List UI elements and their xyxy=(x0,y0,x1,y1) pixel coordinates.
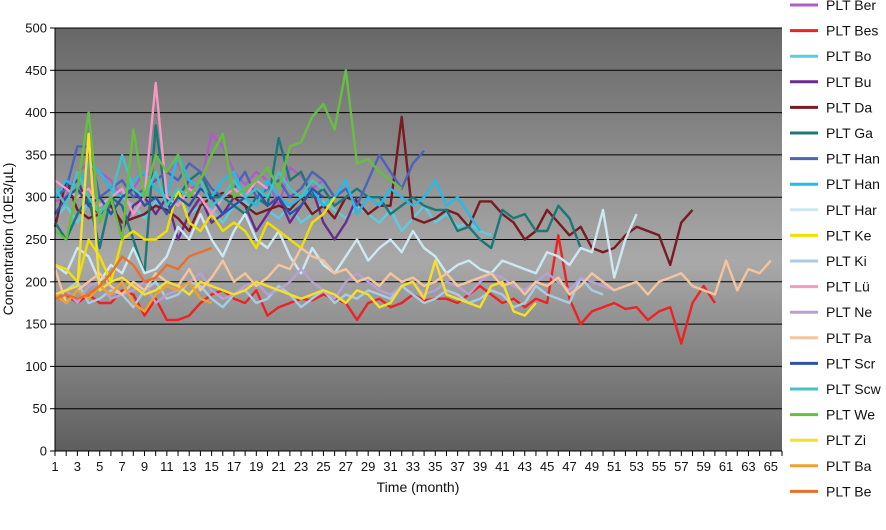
x-tick-label: 3 xyxy=(74,459,81,474)
series-line-1 xyxy=(54,234,716,345)
y-tick-label: 350 xyxy=(25,147,47,162)
legend-label-8: PLT Har xyxy=(826,202,877,218)
x-tick-label: 39 xyxy=(473,459,487,474)
x-tick-label: 55 xyxy=(652,459,666,474)
legend-label-9: PLT Ke xyxy=(826,227,872,243)
legend-label-11: PLT Lü xyxy=(826,279,870,295)
y-tick-label: 150 xyxy=(25,317,47,332)
series-line-16 xyxy=(54,69,403,241)
legend-label-1: PLT Bes xyxy=(826,23,878,39)
x-tick-label: 7 xyxy=(118,459,125,474)
x-tick-label: 51 xyxy=(607,459,621,474)
y-tick-label: 450 xyxy=(25,63,47,78)
x-tick-label: 1 xyxy=(51,459,58,474)
x-tick-label: 23 xyxy=(294,459,308,474)
x-tick-label: 63 xyxy=(741,459,755,474)
x-tick-label: 13 xyxy=(182,459,196,474)
y-tick-label: 400 xyxy=(25,105,47,120)
x-tick-label: 33 xyxy=(406,459,420,474)
series-line-14 xyxy=(53,187,325,216)
x-tick-label: 37 xyxy=(450,459,464,474)
x-tick-label: 53 xyxy=(629,459,643,474)
y-tick-label: 200 xyxy=(25,274,47,289)
legend: PLT Ber PLT Bes PLT Bo PLT Bu PLT Da PLT Ga PL… xyxy=(790,0,882,499)
legend-label-6: PLT Han xyxy=(826,151,880,167)
legend-label-12: PLT Ne xyxy=(826,304,872,320)
x-tick-label: 5 xyxy=(96,459,103,474)
legend-label-15: PLT Scw xyxy=(826,381,882,397)
series-line-17 xyxy=(54,132,537,317)
legend-label-19: PLT Be xyxy=(826,483,872,499)
series-line-18 xyxy=(54,280,213,313)
legend-label-14: PLT Scr xyxy=(826,355,876,371)
x-tick-label: 61 xyxy=(719,459,733,474)
x-tick-label: 49 xyxy=(585,459,599,474)
x-tick-label: 29 xyxy=(361,459,375,474)
x-tick-label: 25 xyxy=(316,459,330,474)
legend-label-5: PLT Ga xyxy=(826,125,873,141)
legend-label-7: PLT Han xyxy=(826,176,880,192)
gridlines xyxy=(55,27,782,452)
x-tick-label: 65 xyxy=(764,459,778,474)
x-tick-label: 35 xyxy=(428,459,442,474)
series-line-6 xyxy=(54,145,426,207)
y-tick-label: 0 xyxy=(40,444,47,459)
x-tick-label: 19 xyxy=(249,459,263,474)
series-line-9 xyxy=(54,187,336,283)
x-tick-label: 45 xyxy=(540,459,554,474)
x-axis-title: Time (month) xyxy=(377,479,460,495)
y-tick-label: 500 xyxy=(25,21,47,36)
legend-label-2: PLT Bo xyxy=(826,48,872,64)
y-tick-label: 300 xyxy=(25,190,47,205)
legend-label-0: PLT Ber xyxy=(826,0,876,13)
x-tick-label: 17 xyxy=(227,459,241,474)
x-tick-label: 41 xyxy=(495,459,509,474)
x-tick-label: 9 xyxy=(141,459,148,474)
y-tick-label: 50 xyxy=(33,401,47,416)
x-tick-label: 47 xyxy=(562,459,576,474)
y-tick-label: 100 xyxy=(25,359,47,374)
series-line-8 xyxy=(54,208,638,283)
x-tick-label: 21 xyxy=(271,459,285,474)
x-tick-label: 11 xyxy=(160,459,174,474)
x-tick-label: 31 xyxy=(383,459,397,474)
legend-label-4: PLT Da xyxy=(826,99,872,115)
legend-label-17: PLT Zi xyxy=(826,432,866,448)
x-tick-label: 57 xyxy=(674,459,688,474)
x-tick-label: 15 xyxy=(204,459,218,474)
legend-label-13: PLT Pa xyxy=(826,330,872,346)
y-tick-label: 250 xyxy=(25,232,47,247)
x-tick-label: 59 xyxy=(696,459,710,474)
x-tick-label: 43 xyxy=(518,459,532,474)
series-line-19 xyxy=(54,246,213,300)
legend-label-3: PLT Bu xyxy=(826,74,871,90)
legend-label-18: PLT Ba xyxy=(826,458,872,474)
y-axis-title: Concentration (10E3/µL) xyxy=(0,163,16,316)
legend-label-16: PLT We xyxy=(826,407,875,423)
series-layer xyxy=(53,69,772,345)
x-tick-label: 27 xyxy=(339,459,353,474)
legend-label-10: PLT Ki xyxy=(826,253,867,269)
